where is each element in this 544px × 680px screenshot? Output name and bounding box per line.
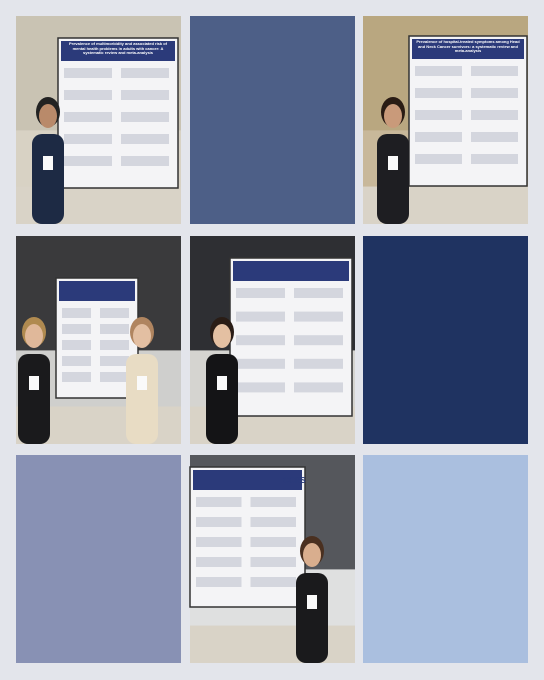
poster-text-block: [250, 517, 296, 527]
poster-header: [59, 281, 135, 301]
poster-text-block: [100, 372, 129, 382]
person: [18, 317, 50, 444]
poster-text-block: [196, 577, 242, 587]
poster-header: [233, 261, 349, 281]
person-face: [213, 324, 231, 348]
poster-title: Prevalence of hospital-treated symptoms …: [416, 40, 520, 54]
poster-text-block: [236, 335, 285, 346]
poster-text-block: [100, 356, 129, 366]
poster-text-block: [64, 134, 112, 144]
color-tile: [190, 16, 355, 224]
person-body: [126, 354, 158, 444]
poster-text-block: [64, 156, 112, 166]
poster-header: [61, 41, 175, 61]
person: [126, 317, 158, 444]
poster-text-block: [62, 324, 91, 334]
poster-text-block: [294, 335, 343, 346]
poster-text-block: [415, 154, 462, 164]
poster-text-block: [100, 308, 129, 318]
color-block: [363, 236, 528, 444]
poster-text-block: [415, 66, 462, 76]
poster-text-block: [121, 68, 169, 78]
poster-text-block: [196, 517, 242, 527]
poster-text-block: [415, 110, 462, 120]
name-badge: [307, 595, 317, 609]
poster-text-block: [250, 537, 296, 547]
poster-header: [412, 39, 524, 59]
poster-text-block: [64, 90, 112, 100]
color-tile: [363, 236, 528, 444]
color-block: [363, 455, 528, 663]
poster-text-block: [196, 537, 242, 547]
person: [377, 97, 409, 224]
poster-text-block: [236, 311, 285, 322]
person-face: [384, 104, 402, 128]
poster-text-block: [250, 577, 296, 587]
poster-text-block: [250, 497, 296, 507]
poster-title-box: Prevalence of multimorbidity and associa…: [68, 42, 168, 56]
person-body: [18, 354, 50, 444]
poster-title-box: Prevalence of hospital-treated symptoms …: [416, 40, 520, 54]
person-body: [296, 573, 328, 663]
poster-text-block: [471, 66, 518, 76]
poster-text-block: [121, 156, 169, 166]
person-face: [133, 324, 151, 348]
name-badge: [388, 156, 398, 170]
color-block: [16, 455, 181, 663]
photo-tile: [190, 236, 355, 444]
poster-text-block: [236, 288, 285, 298]
poster-text-block: [62, 356, 91, 366]
person: [32, 97, 64, 224]
poster-text-block: [196, 557, 242, 567]
poster-text-block: [62, 340, 91, 350]
name-badge: [43, 156, 53, 170]
photo-tile: CCRS: [189, 455, 355, 663]
person-body: [32, 134, 64, 224]
poster-text-block: [100, 324, 129, 334]
poster-text-block: [471, 88, 518, 98]
poster-text-block: [236, 382, 285, 393]
person-face: [303, 543, 321, 567]
poster-text-block: [196, 497, 242, 507]
poster-text-block: [121, 112, 169, 122]
poster-text-block: [294, 382, 343, 393]
floor: [190, 625, 355, 663]
person: [206, 317, 238, 444]
poster-text-block: [250, 557, 296, 567]
poster-text-block: [415, 88, 462, 98]
poster-text-block: [64, 112, 112, 122]
person-face: [25, 324, 43, 348]
poster-text-block: [64, 68, 112, 78]
poster-text-block: [121, 134, 169, 144]
color-tile: [363, 455, 528, 663]
name-badge: [137, 376, 147, 390]
poster-text-block: [294, 311, 343, 322]
poster-text-block: [294, 288, 343, 298]
name-badge: [217, 376, 227, 390]
poster-header: [193, 470, 302, 490]
photo-tile: Prevalence of multimorbidity and associa…: [16, 16, 181, 224]
poster-text-block: [415, 132, 462, 142]
person-body: [377, 134, 409, 224]
poster-text-block: [62, 308, 91, 318]
name-badge: [29, 376, 39, 390]
poster-text-block: [471, 154, 518, 164]
poster-text-block: [121, 90, 169, 100]
poster-text-block: [471, 110, 518, 120]
person-body: [206, 354, 238, 444]
color-tile: [16, 455, 181, 663]
person: [296, 536, 328, 663]
poster-title: Prevalence of multimorbidity and associa…: [68, 42, 168, 56]
color-block: [190, 16, 355, 224]
poster-text-block: [294, 358, 343, 369]
photo-tile: [16, 236, 181, 444]
poster-text-block: [100, 340, 129, 350]
photo-tile: Prevalence of hospital-treated symptoms …: [363, 16, 528, 224]
poster-text-block: [471, 132, 518, 142]
poster-text-block: [236, 358, 285, 369]
poster-text-block: [62, 372, 91, 382]
poster-logo: CCRS: [283, 476, 306, 485]
person-face: [39, 104, 57, 128]
